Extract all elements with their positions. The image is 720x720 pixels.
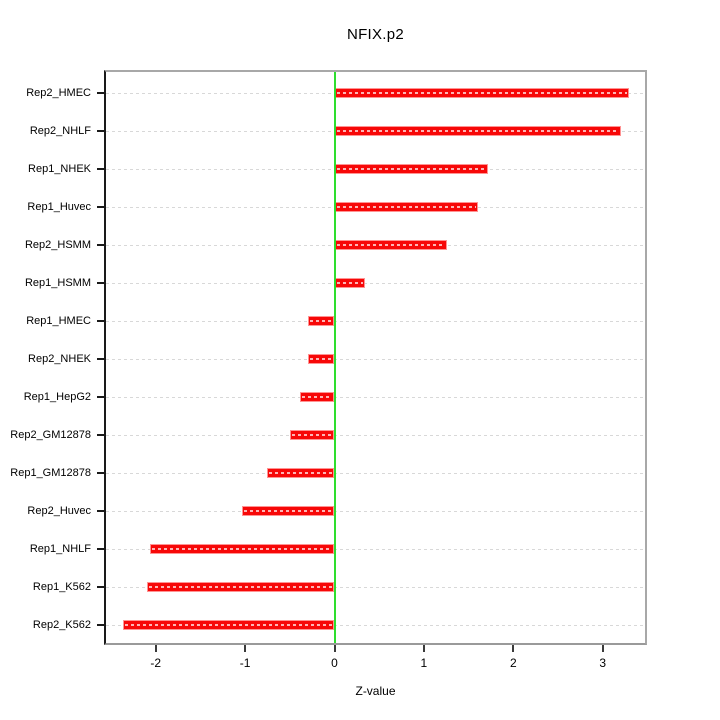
y-axis-category-label: Rep2_NHEK: [28, 352, 91, 365]
x-axis-tick-label: -2: [150, 656, 162, 670]
gridline: [106, 321, 645, 322]
x-axis-label: Z-value: [355, 684, 396, 698]
bar-inner-dash: [336, 92, 627, 95]
y-axis-tick: [97, 623, 104, 626]
chart-title: NFIX.p2: [346, 26, 405, 43]
gridline: [106, 396, 645, 398]
x-axis-tick: [512, 645, 515, 652]
zero-line: [333, 72, 336, 643]
gridline: [106, 358, 645, 360]
gridline: [106, 548, 645, 550]
x-axis-tick: [601, 645, 604, 652]
bar-inner-dash: [336, 206, 476, 209]
bar-rep1_hepg2: [299, 391, 335, 402]
bar-rep1_nhlf: [150, 543, 335, 554]
x-axis-tick-label: 2: [509, 656, 517, 670]
y-axis-tick: [97, 320, 104, 322]
bar-rep1_gm12878: [267, 467, 335, 478]
bar-inner-dash: [148, 585, 333, 588]
x-axis-tick-label: 3: [599, 656, 607, 670]
gridline: [106, 472, 645, 474]
gridline: [106, 624, 645, 626]
x-axis-tick: [244, 645, 247, 652]
y-axis-category-label: Rep1_NHLF: [29, 542, 91, 555]
y-axis-tick: [97, 244, 104, 247]
y-axis-category-label: Rep2_HSMM: [24, 239, 91, 252]
gridline: [106, 510, 645, 512]
y-axis-category-label: Rep2_NHLF: [29, 125, 91, 138]
y-axis-category-label: Rep2_HMEC: [26, 87, 91, 100]
x-axis-tick-label: 1: [420, 656, 428, 670]
y-axis-tick: [97, 395, 104, 398]
bar-rep2_k562: [122, 619, 335, 630]
x-axis-tick: [422, 645, 425, 652]
bar-rep1_nhek: [334, 164, 489, 175]
y-axis-tick: [97, 130, 104, 133]
y-axis-category-label: Rep1_HMEC: [26, 315, 91, 327]
y-axis-category-label: Rep2_K562: [32, 618, 91, 631]
y-axis-category-label: Rep1_K562: [32, 580, 91, 593]
y-axis-tick: [97, 585, 104, 588]
x-axis-tick-label: 0: [331, 656, 338, 670]
y-axis-tick: [97, 168, 104, 171]
bar-inner-dash: [336, 168, 487, 171]
bar-inner-dash: [336, 244, 446, 247]
y-axis-tick: [97, 282, 104, 285]
x-axis-tick: [154, 645, 157, 652]
bar-inner-dash: [309, 320, 333, 322]
y-axis-category-label: Rep1_NHEK: [28, 163, 91, 176]
y-axis-tick: [97, 471, 104, 474]
y-axis-category-label: Rep1_HepG2: [23, 390, 91, 403]
bar-rep2_nhlf: [334, 126, 621, 137]
gridline: [106, 586, 645, 588]
bar-rep2_hmec: [334, 88, 629, 99]
bar-rep2_huvec: [241, 505, 335, 516]
gridline: [106, 283, 645, 285]
x-axis-tick: [333, 645, 336, 652]
y-axis-category-label: Rep1_Huvec: [27, 201, 91, 214]
bar-inner-dash: [124, 623, 333, 626]
bar-inner-dash: [336, 130, 619, 133]
y-axis-tick: [97, 433, 104, 436]
bar-inner-dash: [243, 509, 333, 512]
bar-inner-dash: [291, 433, 333, 436]
bar-rep2_nhek: [307, 353, 335, 364]
x-axis-tick-label: -1: [239, 656, 251, 670]
plot-area: [104, 70, 647, 645]
bar-inner-dash: [336, 282, 363, 285]
y-axis-tick: [97, 509, 104, 512]
y-axis-tick: [97, 206, 104, 209]
bar-inner-dash: [301, 395, 333, 398]
y-axis-category-label: Rep1_HSMM: [24, 277, 91, 290]
bar-rep1_hsmm: [334, 278, 365, 289]
bar-rep2_hsmm: [334, 240, 448, 251]
bar-rep1_k562: [146, 581, 335, 592]
bar-inner-dash: [269, 471, 333, 474]
y-axis-tick: [97, 92, 104, 95]
bar-rep1_huvec: [334, 202, 478, 213]
y-axis-category-label: Rep2_GM12878: [10, 428, 91, 441]
y-axis-category-label: Rep2_Huvec: [27, 504, 91, 517]
y-axis-tick: [97, 547, 104, 550]
gridline: [106, 434, 645, 436]
bar-inner-dash: [152, 547, 333, 550]
bar-rep1_hmec: [307, 316, 335, 326]
y-axis-tick: [97, 357, 104, 360]
bar-rep2_gm12878: [289, 429, 335, 440]
bar-inner-dash: [309, 357, 333, 360]
y-axis-category-label: Rep1_GM12878: [10, 466, 91, 479]
